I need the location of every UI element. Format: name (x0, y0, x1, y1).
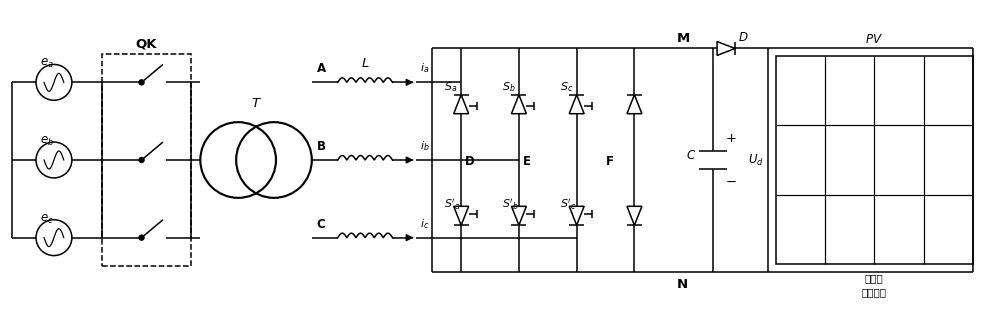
Text: $C$: $C$ (686, 148, 696, 162)
Text: $L$: $L$ (361, 57, 369, 70)
Text: $S_b$: $S_b$ (502, 81, 516, 94)
Text: $+$: $+$ (725, 132, 737, 145)
Text: $\mathbf{B}$: $\mathbf{B}$ (316, 140, 326, 153)
Polygon shape (569, 95, 584, 114)
Polygon shape (569, 206, 584, 225)
Polygon shape (511, 95, 526, 114)
Text: $PV$: $PV$ (865, 34, 883, 46)
Text: $\mathbf{M}$: $\mathbf{M}$ (676, 31, 690, 44)
Text: $i_c$: $i_c$ (420, 217, 430, 231)
Text: $e_b$: $e_b$ (40, 135, 54, 148)
Polygon shape (627, 206, 642, 225)
Bar (776, 56, 973, 264)
Text: $i_b$: $i_b$ (420, 139, 430, 153)
Polygon shape (511, 206, 526, 225)
Text: 电池阵列: 电池阵列 (862, 287, 887, 298)
Text: $S'_c$: $S'_c$ (560, 197, 576, 212)
Text: 太阳能: 太阳能 (865, 274, 884, 284)
Text: $\mathbf{D}$: $\mathbf{D}$ (464, 155, 475, 168)
Text: $S'_b$: $S'_b$ (502, 197, 519, 212)
Polygon shape (454, 95, 469, 114)
Bar (102, 54, 191, 266)
Text: $\mathbf{A}$: $\mathbf{A}$ (316, 62, 327, 76)
Text: $U_d$: $U_d$ (748, 152, 764, 168)
Text: $\mathbf{F}$: $\mathbf{F}$ (605, 155, 614, 168)
Text: $D$: $D$ (738, 30, 748, 44)
Polygon shape (627, 95, 642, 114)
Text: $S_a$: $S_a$ (444, 81, 458, 94)
Text: $S_c$: $S_c$ (560, 81, 573, 94)
Text: $T$: $T$ (251, 97, 262, 110)
Text: $e_a$: $e_a$ (40, 57, 54, 70)
Text: $e_c$: $e_c$ (40, 212, 54, 226)
Text: $\mathbf{C}$: $\mathbf{C}$ (316, 218, 326, 231)
Text: $\mathbf{E}$: $\mathbf{E}$ (522, 155, 531, 168)
Text: $i_a$: $i_a$ (420, 61, 430, 76)
Text: $S'_a$: $S'_a$ (444, 197, 461, 212)
Text: QK: QK (136, 37, 157, 51)
Circle shape (139, 80, 144, 85)
Polygon shape (454, 206, 469, 225)
Circle shape (139, 235, 144, 240)
Polygon shape (717, 42, 735, 55)
Text: $-$: $-$ (725, 175, 737, 188)
Text: $\mathbf{N}$: $\mathbf{N}$ (676, 278, 688, 292)
Circle shape (139, 157, 144, 163)
